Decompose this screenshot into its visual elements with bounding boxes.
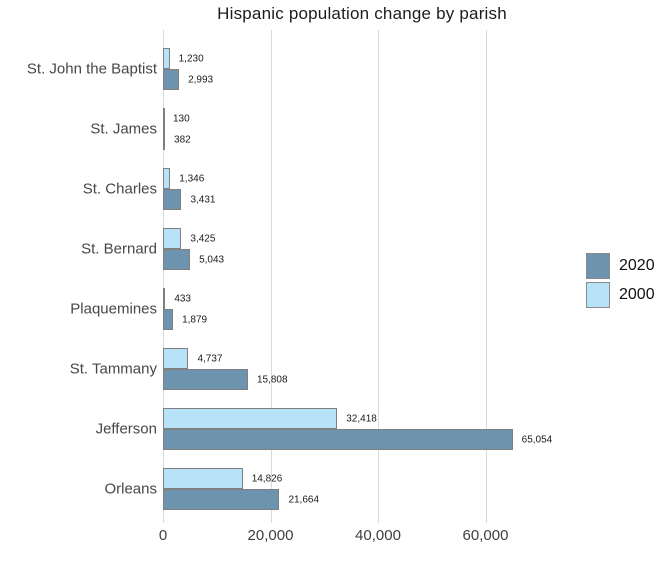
bar-2000 [163,348,189,369]
category-label: Plaquemines [70,300,157,318]
legend-swatch-2020 [586,253,610,279]
bar-2000 [163,468,243,489]
x-tick-label: 0 [158,527,168,544]
bar-2020 [163,429,513,450]
gridline [270,30,272,523]
bar-2000 [163,408,338,429]
bar-2020 [163,249,191,270]
gridline [163,30,164,523]
value-label-2000: 1,346 [179,173,205,184]
value-label-2020: 15,808 [256,374,288,385]
value-label-2020: 3,431 [190,194,216,205]
bar-2000 [163,288,166,309]
value-label-2000: 14,826 [251,473,283,484]
bar-2020 [163,69,180,90]
x-tick-label: 60,000 [462,527,509,544]
value-label-2000: 1,230 [178,53,204,64]
bar-2020 [163,129,166,150]
category-label: St. Bernard [81,240,157,258]
legend-label-2000: 2000 [619,286,655,303]
category-label: St. Tammany [69,360,157,378]
bar-2020 [163,489,280,510]
chart-title: Hispanic population change by parish [217,4,507,23]
x-tick-label: 20,000 [247,527,294,544]
gridline [485,30,487,523]
legend-label-2020: 2020 [619,257,655,274]
category-label: Jefferson [95,420,157,438]
value-label-2020: 65,054 [521,434,553,445]
value-label-2020: 5,043 [199,254,225,265]
bar-2020 [163,309,174,330]
bar-2020 [163,189,182,210]
category-label: St. James [90,120,157,138]
gridline [378,30,379,523]
value-label-2000: 130 [173,113,190,124]
bar-2000 [163,228,182,249]
category-label: Orleans [104,480,157,498]
value-label-2000: 4,737 [197,353,223,364]
category-label: St. Charles [82,180,157,198]
bar-2000 [163,108,165,129]
value-label-2020: 1,879 [182,314,208,325]
value-label-2000: 32,418 [346,413,377,424]
value-label-2000: 3,425 [190,233,216,244]
value-label-2000: 433 [174,293,191,304]
value-label-2020: 382 [174,134,191,145]
bar-2000 [163,168,171,189]
value-label-2020: 2,993 [188,74,214,85]
x-tick-label: 40,000 [355,527,401,544]
category-label: St. John the Baptist [26,60,157,78]
bar-2000 [163,48,170,69]
legend-swatch-2000 [586,282,610,308]
value-label-2020: 21,664 [288,494,320,505]
bar-2020 [163,369,248,390]
